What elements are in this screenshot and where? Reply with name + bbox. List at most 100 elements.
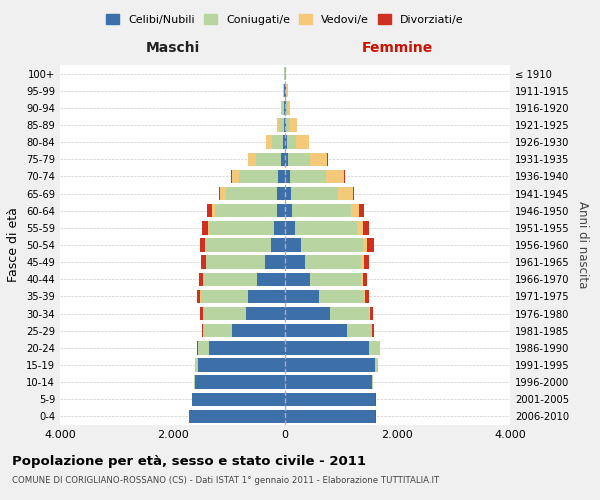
Bar	[208, 221, 209, 234]
Bar	[285, 152, 288, 166]
Bar	[277, 118, 280, 132]
Bar	[285, 101, 286, 114]
Bar	[198, 341, 209, 354]
Text: Maschi: Maschi	[145, 40, 200, 54]
Bar	[285, 204, 292, 218]
Bar	[232, 324, 285, 338]
Bar	[208, 204, 212, 218]
Bar	[226, 187, 277, 200]
Bar	[373, 324, 374, 338]
Bar	[212, 204, 215, 218]
Bar	[310, 272, 361, 286]
Bar	[277, 204, 285, 218]
Bar	[209, 341, 285, 354]
Legend: Celibi/Nubili, Coniugati/e, Vedovi/e, Divorziati/e: Celibi/Nubili, Coniugati/e, Vedovi/e, Di…	[102, 10, 468, 29]
Bar	[372, 376, 373, 389]
Bar	[284, 118, 285, 132]
Bar	[285, 238, 301, 252]
Bar	[271, 238, 285, 252]
Bar	[285, 290, 319, 303]
Bar	[199, 272, 203, 286]
Bar	[285, 118, 286, 132]
Bar	[202, 324, 203, 338]
Bar	[287, 101, 290, 114]
Bar	[202, 221, 208, 234]
Bar	[370, 341, 380, 354]
Bar	[274, 221, 285, 234]
Bar	[285, 376, 372, 389]
Bar	[292, 204, 351, 218]
Bar	[338, 187, 353, 200]
Bar	[364, 256, 370, 269]
Y-axis label: Anni di nascita: Anni di nascita	[576, 202, 589, 288]
Bar	[326, 170, 344, 183]
Bar	[215, 204, 277, 218]
Bar	[220, 187, 226, 200]
Bar	[365, 290, 370, 303]
Bar	[295, 221, 357, 234]
Bar	[301, 238, 362, 252]
Bar	[206, 238, 271, 252]
Bar	[239, 170, 278, 183]
Bar	[351, 204, 359, 218]
Bar	[278, 170, 285, 183]
Bar	[290, 187, 338, 200]
Bar	[272, 136, 283, 149]
Bar	[347, 324, 372, 338]
Bar	[362, 272, 367, 286]
Bar	[364, 290, 365, 303]
Bar	[362, 221, 370, 234]
Bar	[285, 358, 375, 372]
Bar	[305, 256, 361, 269]
Text: COMUNE DI CORIGLIANO-ROSSANO (CS) - Dati ISTAT 1° gennaio 2011 - Elaborazione TU: COMUNE DI CORIGLIANO-ROSSANO (CS) - Dati…	[12, 476, 439, 485]
Bar	[200, 238, 205, 252]
Bar	[266, 136, 272, 149]
Bar	[285, 341, 370, 354]
Bar	[361, 256, 364, 269]
Bar	[256, 152, 281, 166]
Bar	[209, 221, 274, 234]
Bar	[319, 290, 364, 303]
Bar	[277, 187, 285, 200]
Bar	[231, 170, 232, 183]
Text: Popolazione per età, sesso e stato civile - 2011: Popolazione per età, sesso e stato civil…	[12, 455, 366, 468]
Bar	[232, 170, 239, 183]
Bar	[280, 118, 284, 132]
Bar	[203, 324, 232, 338]
Bar	[192, 392, 285, 406]
Bar	[245, 307, 285, 320]
Bar	[285, 307, 330, 320]
Bar	[310, 152, 327, 166]
Bar	[296, 136, 309, 149]
Bar	[195, 376, 285, 389]
Bar	[285, 136, 287, 149]
Bar	[197, 290, 200, 303]
Bar	[248, 290, 285, 303]
Bar	[285, 410, 375, 423]
Bar	[285, 272, 310, 286]
Bar	[285, 256, 305, 269]
Bar	[281, 152, 285, 166]
Y-axis label: Fasce di età: Fasce di età	[7, 208, 20, 282]
Bar	[195, 358, 198, 372]
Bar	[285, 187, 290, 200]
Bar	[290, 118, 298, 132]
Bar	[359, 204, 364, 218]
Bar	[367, 238, 374, 252]
Bar	[200, 290, 248, 303]
Bar	[285, 221, 295, 234]
Bar	[285, 170, 290, 183]
Bar	[362, 238, 367, 252]
Bar	[284, 101, 285, 114]
Bar	[286, 101, 287, 114]
Bar	[290, 170, 326, 183]
Bar	[206, 256, 265, 269]
Bar	[288, 152, 310, 166]
Bar	[357, 221, 362, 234]
Bar	[361, 272, 362, 286]
Bar	[285, 324, 347, 338]
Bar	[370, 307, 373, 320]
Bar	[190, 410, 285, 423]
Bar	[205, 238, 206, 252]
Bar	[194, 376, 195, 389]
